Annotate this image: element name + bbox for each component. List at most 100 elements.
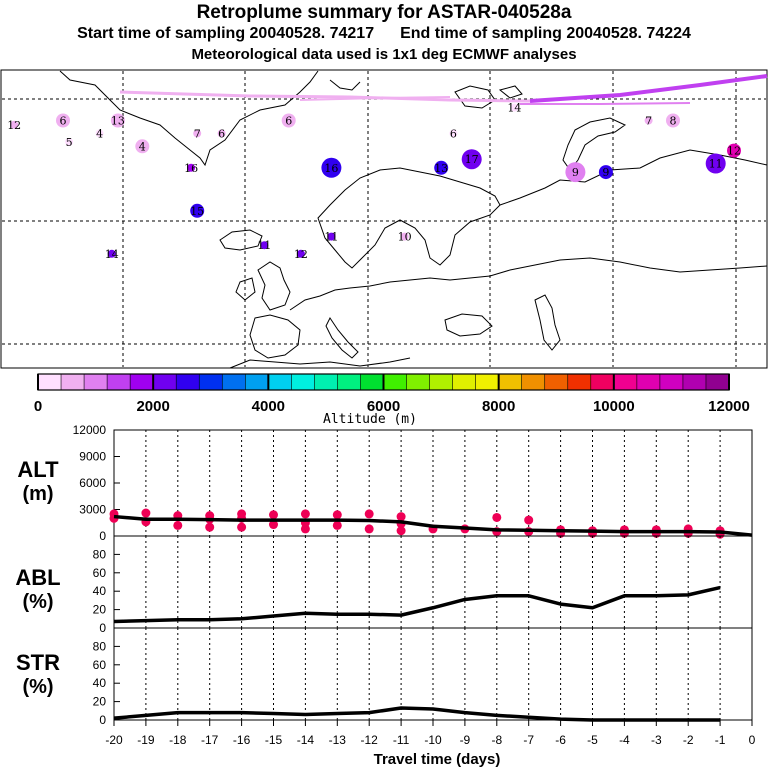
cluster-circle (666, 113, 680, 128)
cluster-label: 8 (670, 115, 677, 128)
alt-ytick-label: 9000 (79, 450, 106, 464)
x-tick-label: -18 (169, 733, 187, 747)
cluster-label: 14 (507, 102, 521, 115)
cluster-label: 7 (194, 127, 201, 140)
colorbar-cell (198, 373, 224, 391)
str-ytick-label: 40 (93, 676, 107, 690)
colorbar-tick-label: 0 (34, 398, 42, 415)
cluster-label: 13 (434, 162, 448, 175)
cluster-circle (217, 129, 226, 138)
cluster-circle (281, 113, 296, 128)
alt-scatter-point (396, 526, 406, 536)
cluster-label: 6 (285, 115, 292, 128)
colorbar-cell (452, 373, 477, 391)
colorbar-cell (360, 373, 385, 391)
x-tick-label: -14 (297, 733, 315, 747)
colorbar-tick-label: 12000 (708, 398, 750, 415)
abl-label-top: ABL (15, 565, 60, 590)
alt-scatter-point (141, 508, 151, 518)
coastlines (59, 70, 768, 369)
cluster-label: 9 (602, 166, 609, 179)
colorbar-cell (682, 373, 707, 391)
colorbar-tick-label: 2000 (136, 398, 169, 415)
cluster-label: 4 (139, 140, 146, 153)
colorbar-cell (129, 373, 154, 391)
colorbar-tick-label: 6000 (367, 398, 400, 415)
colorbar-cell (613, 373, 638, 391)
cluster-label: 7 (645, 115, 652, 128)
alt-scatter-point (269, 520, 278, 530)
colorbar-cell (268, 373, 293, 391)
colorbar-cell (175, 373, 201, 391)
cluster-circle (705, 153, 726, 174)
cluster-label: 6 (450, 127, 457, 140)
alt-label-top: ALT (17, 457, 59, 482)
alt-scatter-point (332, 510, 342, 520)
alt-scatter-point (332, 520, 342, 530)
colorbar-cell (152, 373, 178, 391)
cluster-circle (110, 113, 125, 128)
x-tick-label: -11 (393, 733, 410, 747)
cluster-circle (461, 149, 482, 170)
x-tick-label: -7 (523, 733, 534, 747)
x-axis: -20 -19 -18 -17 -16 -15 -14 -13 -12 -11 -10 -9 -8 -7-… (105, 720, 756, 747)
cluster-circle (727, 143, 741, 158)
alt-scatter-point (364, 524, 374, 534)
x-tick-label: -9 (460, 733, 471, 747)
cluster-label: 14 (105, 248, 119, 261)
cluster-circle (10, 120, 19, 129)
cluster-label: 16 (324, 162, 338, 175)
colorbar-tick-label: 10000 (593, 398, 635, 415)
colorbar-cell (636, 373, 661, 391)
colorbar-cell (291, 373, 316, 391)
colorbar-cell (83, 373, 108, 391)
colorbar-cell (221, 373, 247, 391)
alt-scatter-point (173, 520, 183, 530)
cluster-circle (107, 249, 116, 258)
colorbar-cell (544, 373, 569, 391)
alt-scatter-point (237, 522, 247, 532)
sampling-times: Start time of sampling 20040528. 74217 En… (0, 25, 768, 43)
abl-ytick-label: 60 (93, 566, 107, 580)
x-tick-label: -12 (361, 733, 379, 747)
cluster-label: 11 (709, 158, 723, 171)
x-tick-label: -5 (587, 733, 598, 747)
alt-panel: 0 3000 6000 9000 12000 (73, 423, 753, 543)
x-tick-label: -16 (233, 733, 251, 747)
alt-series-line (113, 514, 753, 537)
colorbar-cell (521, 373, 546, 391)
cluster-label: 6 (60, 115, 67, 128)
cluster-circle (296, 249, 305, 258)
cluster-label: 5 (66, 136, 73, 149)
x-tick-label: -4 (619, 733, 630, 747)
cluster-label: 4 (96, 127, 103, 140)
cluster-label: 12 (294, 248, 308, 261)
abl-ytick-label: 80 (93, 547, 107, 561)
cluster-label: 12 (7, 119, 21, 132)
cluster-circle (327, 232, 336, 241)
altitude-colorbar: 0 2000 4000 6000 8000 10000 12000 Altitude (m) (34, 373, 750, 427)
time-series-panels: 0 3000 6000 9000 12000 0 20 40 60 80 0 20 40 60 80 -… (15, 423, 755, 768)
cluster-circle (598, 165, 613, 180)
str-ytick-label: 0 (99, 713, 106, 727)
cluster-circle (193, 129, 202, 138)
cluster-label: 10 (398, 231, 412, 244)
cluster-label: 6 (218, 127, 225, 140)
colorbar-label: Altitude (m) (323, 412, 417, 427)
colorbar-cell (567, 373, 592, 391)
x-tick-label: -13 (329, 733, 347, 747)
colorbar-cell (498, 373, 523, 391)
colorbar-cell (705, 373, 730, 391)
str-panel: 0 20 40 60 80 (93, 627, 753, 727)
colorbar-cell (37, 373, 62, 391)
x-tick-label: -15 (265, 733, 283, 747)
x-tick-label: -1 (715, 733, 726, 747)
colorbar-cell (406, 373, 431, 391)
cluster-circle (565, 162, 586, 183)
alt-scatter-point (269, 510, 278, 520)
cluster-label: 13 (111, 115, 125, 128)
alt-label-bottom: (m) (22, 483, 53, 505)
abl-ytick-label: 40 (93, 584, 107, 598)
colorbar-cell (429, 373, 454, 391)
